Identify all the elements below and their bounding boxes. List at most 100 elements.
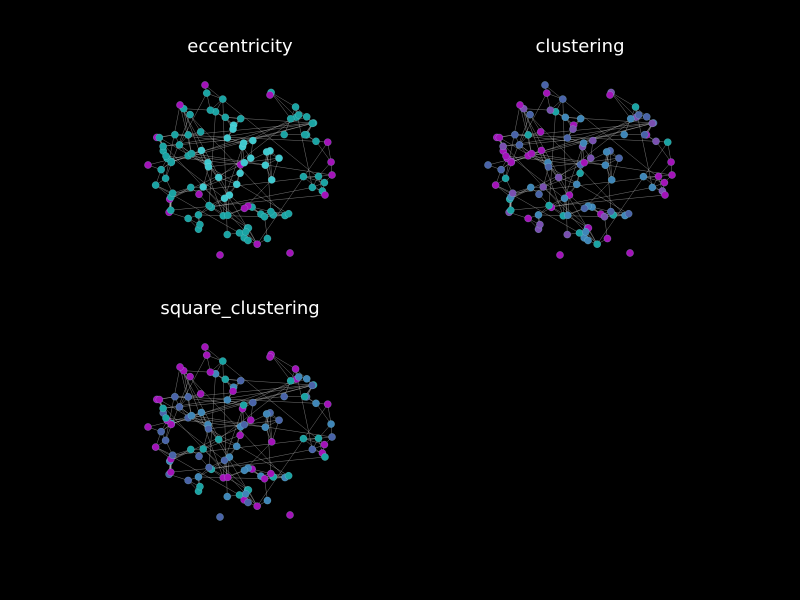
graph-node [661,191,669,199]
graph-edge [523,108,626,216]
graph-node [294,111,303,119]
graph-edge [257,142,328,245]
graph-node [328,433,336,441]
graph-node [527,149,536,158]
graph-edge [179,93,207,146]
graph-node [580,204,589,213]
graph-node [214,435,223,444]
graph-node [607,207,615,216]
graph-node [219,357,227,365]
graph-node [202,89,211,97]
graph-node [199,445,208,453]
graph-node [249,136,257,145]
graph-node [194,211,203,219]
graph-edge [172,176,319,194]
graph-node [157,427,165,436]
graph-node [327,158,335,166]
graph-node [589,136,597,145]
graph-node [249,398,257,407]
graph-edge [528,122,654,136]
graph-node [321,453,329,461]
graph-node [246,416,255,424]
graph-node [196,128,205,136]
graph-node [239,139,248,147]
graph-node [205,463,213,472]
graph-node [299,172,308,181]
graph-edge [266,151,272,180]
graph-edge [543,186,589,229]
graph-edge [147,123,313,166]
graph-node [560,194,569,203]
graph-node [175,141,184,149]
graph-node [253,240,261,248]
graph-edge [269,150,272,180]
graph-node [216,513,224,521]
graph-node [266,353,274,361]
graph-edge [183,370,189,397]
graph-node [151,181,160,189]
graph-node [668,171,676,179]
graph-edge [548,111,556,206]
graph-node [314,434,323,443]
graph-edge [165,104,181,179]
graph-edge [203,173,241,188]
graph-node [308,119,317,128]
graph-node [615,154,623,162]
graph-node [626,249,634,257]
panel-title: eccentricity [187,36,293,57]
graph-node [196,482,204,491]
graph-node [155,395,164,404]
graph-edge [487,123,653,166]
graph-node [624,209,633,218]
graph-edge [270,354,297,380]
graph-node [240,158,249,167]
graph-node [545,201,553,210]
graph-node [561,113,570,122]
graph-node [267,438,276,446]
graph-node [244,498,252,507]
panel-square-clustering: square_clustering [130,298,350,528]
graph-node [642,113,651,121]
graph-node [484,161,492,169]
graph-node [162,414,170,422]
graph-node [299,434,308,443]
graph-node [166,468,175,477]
graph-node [300,392,309,401]
graph-node [639,172,648,181]
graph-edge [271,158,280,180]
graph-node [321,191,329,199]
graph-edge [315,141,332,163]
graph-node [284,471,293,480]
graph-node [168,189,177,198]
graph-node [559,95,567,103]
graph-edge [257,404,328,507]
graph-node [229,125,237,133]
graph-node [495,133,504,142]
graph-edge [597,142,668,245]
graph-node [524,214,532,223]
graph-node [328,171,336,179]
graph-node [267,469,275,478]
graph-node [196,390,205,398]
graph-node [240,204,249,213]
graph-edge [543,173,581,188]
graph-node [600,212,609,221]
graph-node [184,476,192,485]
graph-node [602,148,611,156]
graph-node [499,142,507,151]
graph-node [308,381,317,390]
graph-node [161,174,170,183]
graph-node [176,363,184,371]
graph-edge [183,108,224,216]
graph-node [502,152,510,160]
graph-node [159,142,167,151]
graph-edge [163,122,314,147]
graph-node [202,351,211,359]
panel-eccentricity: eccentricity [130,36,350,266]
graph-node [572,180,581,189]
graph-node [266,91,274,99]
network-graph [484,81,676,259]
graph-edge [514,134,657,142]
graph-node [161,436,170,445]
graph-node [221,113,230,122]
